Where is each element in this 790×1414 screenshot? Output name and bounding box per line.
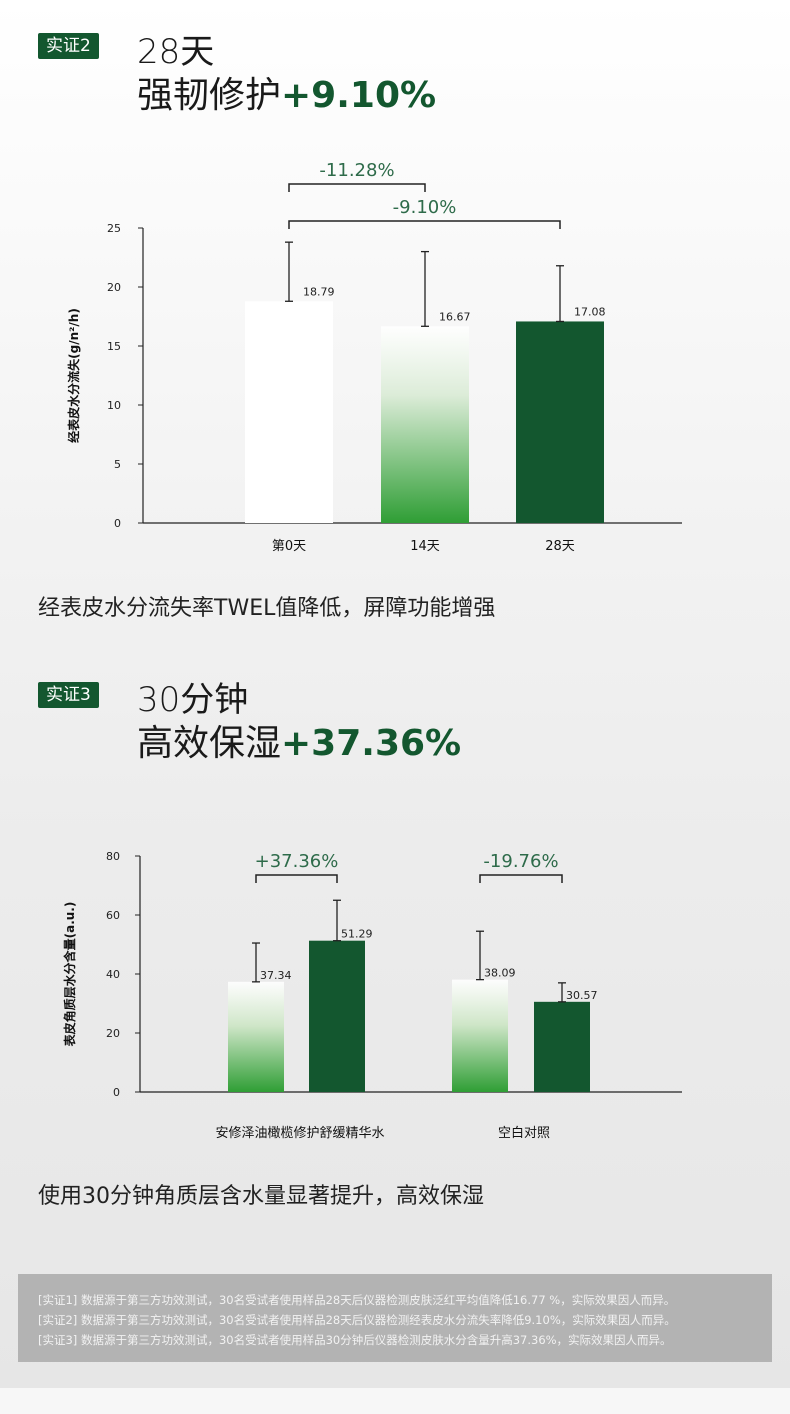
x-group-0: 安修泽油橄榄修护舒缓精华水 [215,1125,384,1141]
y-tick-label: 80 [106,850,120,863]
comparison-label-1: -19.76% [483,851,558,872]
section2-caption: 使用30分钟角质层含水量显著提升，高效保湿 [38,1184,484,1209]
x-category-2: 28天 [545,539,575,554]
value-label-0-1: 51.29 [341,928,373,941]
bar-1-1 [534,1001,590,1092]
comparison-label-1: -9.10% [393,197,457,218]
bar-2 [516,321,604,523]
x-group-1: 空白对照 [498,1125,550,1141]
section2-title-text: 高效保湿 [137,723,282,764]
bar-1 [381,326,469,523]
value-label-1-0: 38.09 [484,967,516,980]
y-axis-label: 表皮角质层水分含量(a.u.) [62,902,77,1048]
section1-title: 强韧修护+9.10% [137,66,436,118]
y-tick-label: 25 [107,222,121,235]
comparison-bracket-1 [288,220,561,229]
bar-0-0 [228,981,284,1092]
y-tick-label: 0 [114,517,121,530]
evidence-badge-2: 实证2 [38,33,99,59]
comparison-label-0: +37.36% [255,851,339,872]
y-axis-label: 经表皮水分流失(g/n²/h) [66,308,81,443]
comparison-bracket-1 [479,874,563,883]
comparison-bracket-0 [255,874,338,883]
footnote-3: [实证3] 数据源于第三方功效测试，30名受试者使用样品30分钟后仪器检测皮肤水… [38,1333,672,1347]
value-label-2: 17.08 [574,305,606,318]
x-category-1: 14天 [410,539,440,554]
x-category-0: 第0天 [272,539,306,554]
comparison-bracket-0 [288,183,426,192]
y-tick-label: 20 [107,281,121,294]
y-tick-label: 5 [114,458,121,471]
value-label-0-0: 37.34 [260,969,292,982]
y-tick-label: 15 [107,340,121,353]
y-tick-label: 40 [106,968,120,981]
value-label-1-1: 30.57 [566,989,598,1002]
section1-title-period: 28天 [137,32,215,72]
twel-bar-chart: 0 5 10 15 20 25 经表皮水分流失(g/n²/h) 18.79 第0天 16.67 14… [66,160,682,554]
y-tick-label: 10 [107,399,121,412]
section2-title-pct: +37.36% [281,723,462,764]
footnote-1: [实证1] 数据源于第三方功效测试，30名受试者使用样品28天后仪器检测皮肤泛红… [38,1293,676,1307]
y-tick-label: 20 [106,1027,120,1040]
value-label-1: 16.67 [439,310,471,323]
section1-title-pct: +9.10% [281,75,437,116]
value-label-0: 18.79 [303,285,335,298]
section1-title-text: 强韧修护 [137,75,282,116]
moisture-bar-chart: 0 20 40 60 80 表皮角质层水分含量(a.u.) 37.34 51.29 安修泽油橄榄… [62,850,682,1141]
bottom-band [0,1388,790,1414]
section2-title: 高效保湿+37.36% [137,714,461,766]
section1-caption: 经表皮水分流失率TWEL值降低，屏障功能增强 [38,596,496,621]
section2-title-period: 30分钟 [137,680,249,720]
y-tick-label: 0 [113,1086,120,1099]
evidence-badge-3: 实证3 [38,682,99,708]
bar-0 [245,301,333,523]
footnote-2: [实证2] 数据源于第三方功效测试，30名受试者使用样品28天后仪器检测经表皮水… [38,1313,676,1327]
bar-1-0 [452,979,508,1092]
footnote-box: [实证1] 数据源于第三方功效测试，30名受试者使用样品28天后仪器检测皮肤泛红… [18,1274,772,1362]
bar-0-1 [309,940,365,1092]
y-tick-label: 60 [106,909,120,922]
comparison-label-0: -11.28% [319,160,394,181]
